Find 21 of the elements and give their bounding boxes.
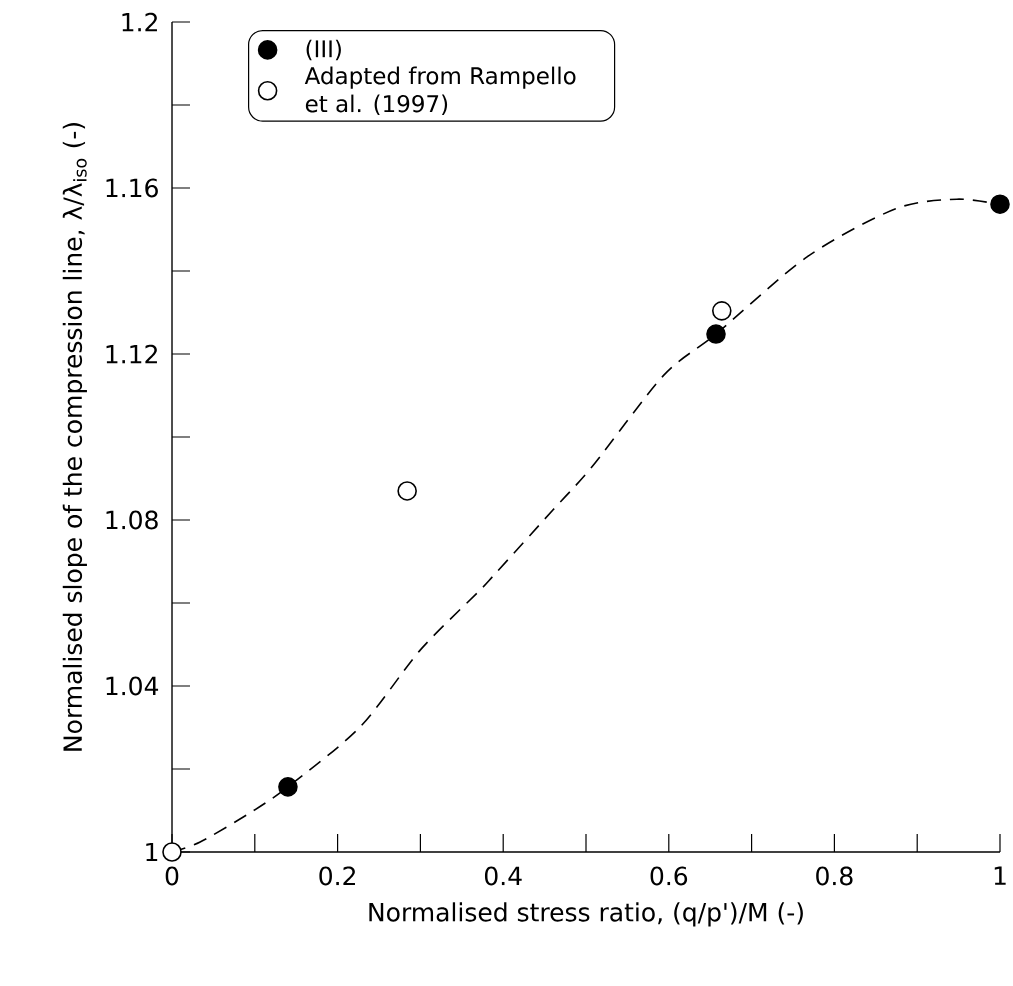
point <box>706 324 726 344</box>
x-tick-label: 0.4 <box>484 866 522 886</box>
x-axis-title: Normalised stress ratio, (q/p')/M (-) <box>369 902 803 927</box>
y-axis-title: Normalised slope of the compression line, λ/λ$_{iso}$ (-) <box>62 123 87 751</box>
x-tick-label: 0.8 <box>816 866 853 886</box>
legend-label: (III) <box>306 39 341 61</box>
x-tick-label: 0 <box>165 866 179 886</box>
legend-label: Adapted from Rampello et al. (1997) <box>304 66 576 116</box>
point <box>711 301 732 321</box>
x-tick-label: 1 <box>994 866 1006 885</box>
y-tick-label: 1 <box>146 842 158 862</box>
point <box>162 842 182 862</box>
x-tick-label: 0.2 <box>319 866 355 886</box>
y-tick-label: 1.12 <box>106 344 157 364</box>
point <box>278 777 298 797</box>
y-tick-label: 1.16 <box>106 178 158 198</box>
y-tick-label: 1.08 <box>106 510 158 530</box>
x-tick-label: 0.6 <box>650 866 688 886</box>
y-tick-label: 1.04 <box>106 676 159 696</box>
point <box>397 481 417 501</box>
y-tick-label: 1.2 <box>122 12 157 32</box>
